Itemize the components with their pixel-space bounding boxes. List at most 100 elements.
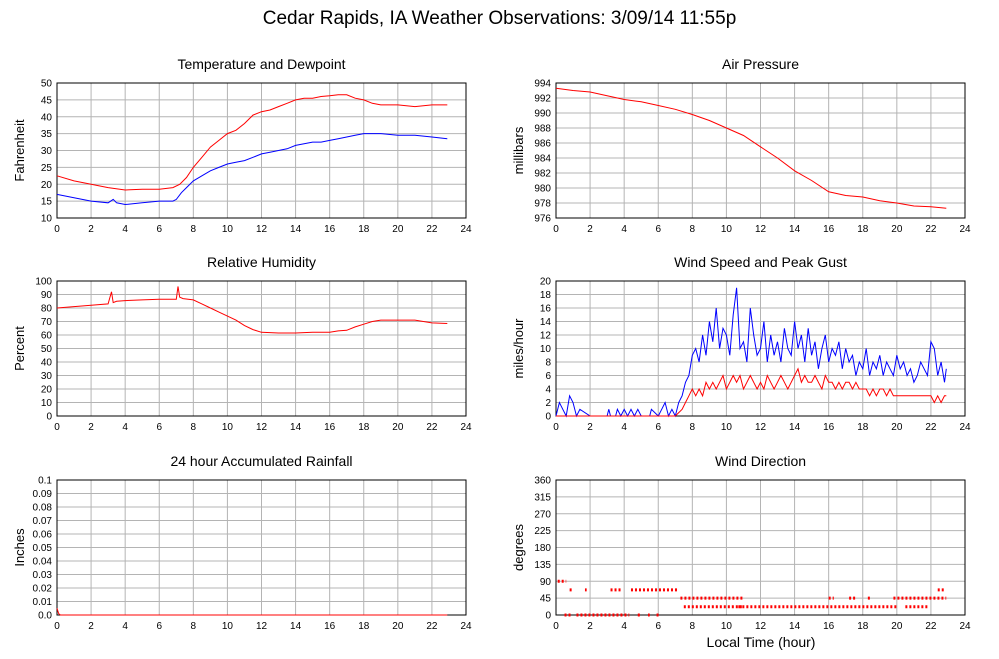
y-tick-label: 12 xyxy=(540,331,552,342)
y-tick-label: 0.03 xyxy=(33,570,53,581)
y-tick-label: 50 xyxy=(41,344,53,355)
x-tick-label: 8 xyxy=(690,224,696,235)
y-tick-label: 45 xyxy=(41,95,53,106)
x-tick-label: 2 xyxy=(587,422,593,433)
x-tick-label: 10 xyxy=(222,224,234,235)
chart-title: Wind Direction xyxy=(715,453,806,469)
x-tick-label: 24 xyxy=(460,224,472,235)
chart-title: Temperature and Dewpoint xyxy=(177,56,345,72)
y-tick-label: 0 xyxy=(545,412,551,423)
x-tick-label: 18 xyxy=(358,422,370,433)
x-tick-label: 10 xyxy=(721,422,733,433)
x-tick-label: 24 xyxy=(460,422,472,433)
series-line-0 xyxy=(56,608,448,616)
y-tick-label: 16 xyxy=(540,304,552,315)
y-tick-label: 10 xyxy=(41,214,53,225)
x-tick-label: 20 xyxy=(891,621,903,632)
x-tick-label: 12 xyxy=(755,621,767,632)
series-line-0 xyxy=(56,286,448,334)
x-tick-label: 16 xyxy=(823,422,835,433)
y-tick-label: 980 xyxy=(534,184,551,195)
y-tick-label: 20 xyxy=(41,180,53,191)
x-tick-label: 2 xyxy=(88,422,94,433)
page-title: Cedar Rapids, IA Weather Observations: 3… xyxy=(262,8,737,29)
chart-title: Wind Speed and Peak Gust xyxy=(674,254,847,270)
y-axis-label: degrees xyxy=(511,524,526,571)
x-tick-label: 18 xyxy=(857,621,869,632)
x-tick-label: 8 xyxy=(191,621,197,632)
series-line-0 xyxy=(555,287,947,418)
chart-title: 24 hour Accumulated Rainfall xyxy=(170,453,352,469)
x-tick-label: 24 xyxy=(959,422,971,433)
y-tick-label: 0.02 xyxy=(33,584,53,595)
x-tick-label: 0 xyxy=(553,224,559,235)
x-tick-label: 2 xyxy=(88,621,94,632)
x-tick-label: 8 xyxy=(191,224,197,235)
y-tick-label: 0.05 xyxy=(33,543,53,554)
y-tick-label: 45 xyxy=(540,594,552,605)
y-axis-label: millibars xyxy=(511,126,526,174)
y-tick-label: 270 xyxy=(534,509,551,520)
x-tick-label: 2 xyxy=(587,224,593,235)
y-tick-label: 40 xyxy=(41,358,53,369)
y-tick-label: 60 xyxy=(41,331,53,342)
x-tick-label: 4 xyxy=(621,621,627,632)
x-tick-label: 10 xyxy=(222,422,234,433)
plot-frame xyxy=(555,479,966,616)
y-tick-label: 982 xyxy=(534,169,551,180)
series-line-0 xyxy=(555,87,947,209)
y-tick-label: 8 xyxy=(545,358,551,369)
x-tick-label: 8 xyxy=(191,422,197,433)
x-tick-label: 8 xyxy=(690,422,696,433)
x-tick-label: 24 xyxy=(460,621,472,632)
y-tick-label: 20 xyxy=(41,385,53,396)
y-tick-label: 988 xyxy=(534,124,551,135)
y-tick-label: 990 xyxy=(534,109,551,120)
y-tick-label: 180 xyxy=(534,543,551,554)
y-tick-label: 976 xyxy=(534,214,551,225)
x-tick-label: 0 xyxy=(54,621,60,632)
y-tick-label: 30 xyxy=(41,371,53,382)
y-tick-label: 0.0 xyxy=(38,611,52,622)
y-tick-label: 0.04 xyxy=(33,557,53,568)
y-tick-label: 978 xyxy=(534,199,551,210)
y-axis-label: miles/hour xyxy=(511,318,526,379)
x-tick-label: 0 xyxy=(553,422,559,433)
y-tick-label: 0.1 xyxy=(38,476,52,487)
x-tick-label: 20 xyxy=(392,621,404,632)
series-line-0 xyxy=(56,94,448,191)
y-tick-label: 0.09 xyxy=(33,489,53,500)
y-tick-label: 0.08 xyxy=(33,503,53,514)
y-tick-label: 80 xyxy=(41,304,53,315)
x-tick-label: 22 xyxy=(426,621,438,632)
x-tick-label: 18 xyxy=(358,621,370,632)
x-tick-label: 6 xyxy=(655,224,661,235)
x-tick-label: 16 xyxy=(324,422,336,433)
y-tick-label: 0.07 xyxy=(33,516,53,527)
y-tick-label: 4 xyxy=(545,385,551,396)
y-tick-label: 0.01 xyxy=(33,597,53,608)
x-tick-label: 4 xyxy=(621,224,627,235)
x-tick-label: 24 xyxy=(959,224,971,235)
x-tick-label: 8 xyxy=(690,621,696,632)
y-tick-label: 70 xyxy=(41,317,53,328)
series-line-1 xyxy=(556,367,947,417)
y-tick-label: 0 xyxy=(545,611,551,622)
y-tick-label: 50 xyxy=(41,79,53,90)
x-tick-label: 18 xyxy=(358,224,370,235)
x-tick-label: 2 xyxy=(587,621,593,632)
x-tick-label: 14 xyxy=(789,621,801,632)
x-tick-label: 12 xyxy=(755,422,767,433)
x-tick-label: 12 xyxy=(256,422,268,433)
y-tick-label: 2 xyxy=(545,398,551,409)
x-tick-label: 14 xyxy=(290,621,302,632)
x-tick-label: 6 xyxy=(655,621,661,632)
y-tick-label: 35 xyxy=(41,129,53,140)
y-tick-label: 18 xyxy=(540,290,552,301)
x-tick-label: 6 xyxy=(156,621,162,632)
